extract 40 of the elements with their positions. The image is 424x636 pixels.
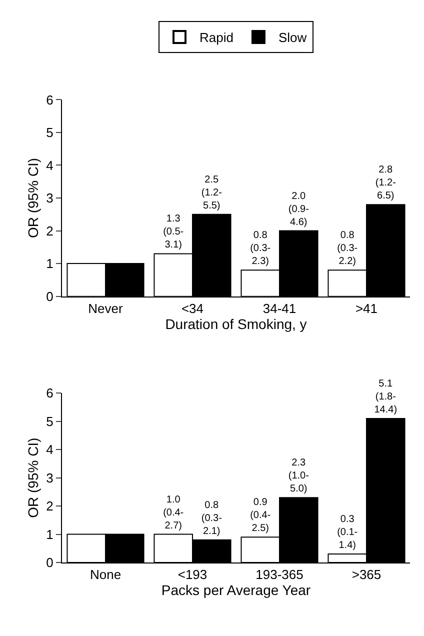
data-label: 0.8 (0.3- 2.3) [250,230,271,268]
data-label: 1.3 (0.5- 3.1) [163,214,184,251]
x-tick-label: >41 [355,300,378,316]
y-tick-label: 3 [46,190,54,206]
x-tick-label: Never [88,300,124,316]
y-tick-label: 1 [46,526,54,542]
x-tick-label: 193-365 [256,567,304,582]
y-tick-label: 5 [46,414,54,429]
y-tick-label: 4 [46,158,54,173]
y-tick-label: 2 [46,223,54,238]
y-tick-label: 5 [46,125,54,140]
data-label: 0.9 (0.4- 2.5) [250,497,271,534]
y-tick-label: 0 [46,288,54,304]
data-label: 0.8 (0.3- 2.1) [201,500,222,537]
x-axis-title: Packs per Average Year [161,582,311,598]
data-label: 2.8 (1.2- 6.5) [375,164,396,202]
y-tick-label: 6 [46,92,54,108]
legend-label: Rapid [200,30,234,46]
y-tick-label: 2 [46,498,54,514]
x-tick-label: None [90,567,122,582]
y-axis-title: OR (95% CI) [24,438,41,518]
x-axis-title: Duration of Smoking, y [165,316,307,332]
y-axis-title: OR (95% CI) [24,158,41,238]
x-tick-label: <34 [181,300,204,316]
y-tick-label: 4 [46,442,54,458]
data-label: 2.5 (1.2- 5.5) [201,174,222,212]
data-label: 2.3 (1.0- 5.0) [288,458,309,495]
y-tick-label: 0 [46,555,54,570]
y-tick-label: 6 [46,386,54,401]
y-tick-label: 3 [46,470,54,486]
legend-label: Slow [278,30,308,46]
data-label: 5.1 (1.8- 14.4) [374,378,398,416]
data-label: 1.0 (0.4- 2.7) [163,494,184,532]
x-tick-label: >365 [352,567,382,582]
data-label: 0.8 (0.3- 2.2) [337,230,358,268]
x-tick-label: 34-41 [262,300,296,316]
y-tick-label: 1 [46,256,54,272]
x-tick-label: <193 [178,567,208,582]
data-label: 2.0 (0.9- 4.6) [288,190,309,228]
data-label: 0.3 (0.1- 1.4) [337,514,358,552]
